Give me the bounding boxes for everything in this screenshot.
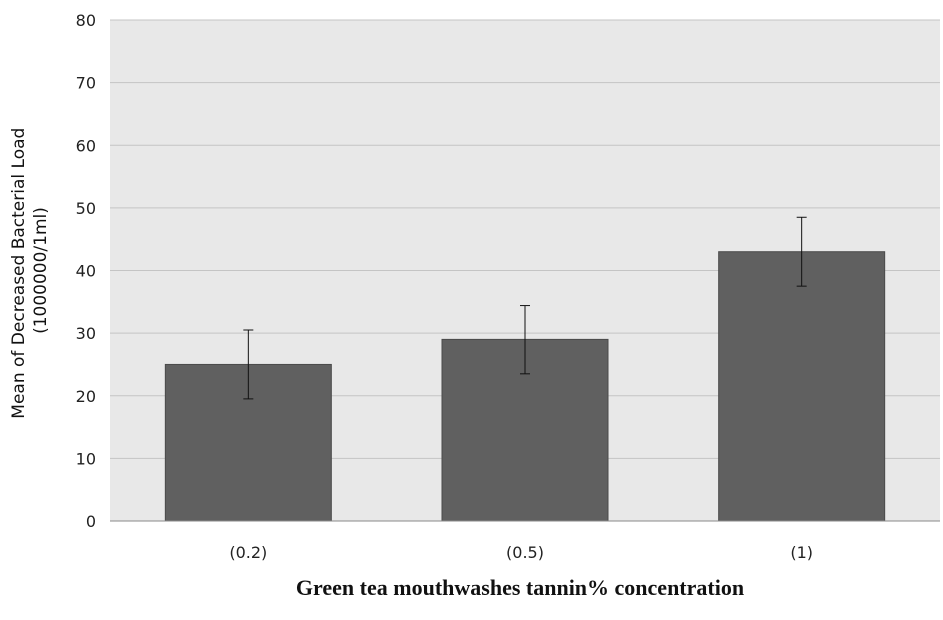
x-tick-label: (1) bbox=[790, 543, 813, 562]
y-axis-title-line-2: (1000000/1ml) bbox=[31, 207, 51, 334]
y-tick-label: 30 bbox=[76, 324, 96, 343]
y-tick-label: 80 bbox=[76, 11, 96, 30]
x-axis-title: Green tea mouthwashes tannin% concentrat… bbox=[296, 575, 744, 600]
error-bars bbox=[243, 216, 807, 400]
y-tick-label: 20 bbox=[76, 387, 96, 406]
x-tick-label: (0.5) bbox=[506, 543, 544, 562]
y-tick-label: 10 bbox=[76, 449, 96, 468]
x-tick-label: (0.2) bbox=[229, 543, 267, 562]
y-tick-label: 60 bbox=[76, 136, 96, 155]
y-tick-label: 40 bbox=[76, 262, 96, 281]
x-axis-ticks: (0.2) (0.5) (1) bbox=[229, 543, 813, 562]
y-axis-title: Mean of Decreased Bacterial Load (100000… bbox=[9, 122, 51, 418]
y-tick-label: 0 bbox=[86, 512, 96, 531]
y-axis-ticks: 0 10 20 30 40 50 60 70 80 bbox=[76, 11, 96, 531]
y-axis-title-line-1: Mean of Decreased Bacterial Load bbox=[9, 128, 29, 419]
y-tick-label: 50 bbox=[76, 199, 96, 218]
bar bbox=[718, 251, 886, 522]
y-tick-label: 70 bbox=[76, 74, 96, 93]
